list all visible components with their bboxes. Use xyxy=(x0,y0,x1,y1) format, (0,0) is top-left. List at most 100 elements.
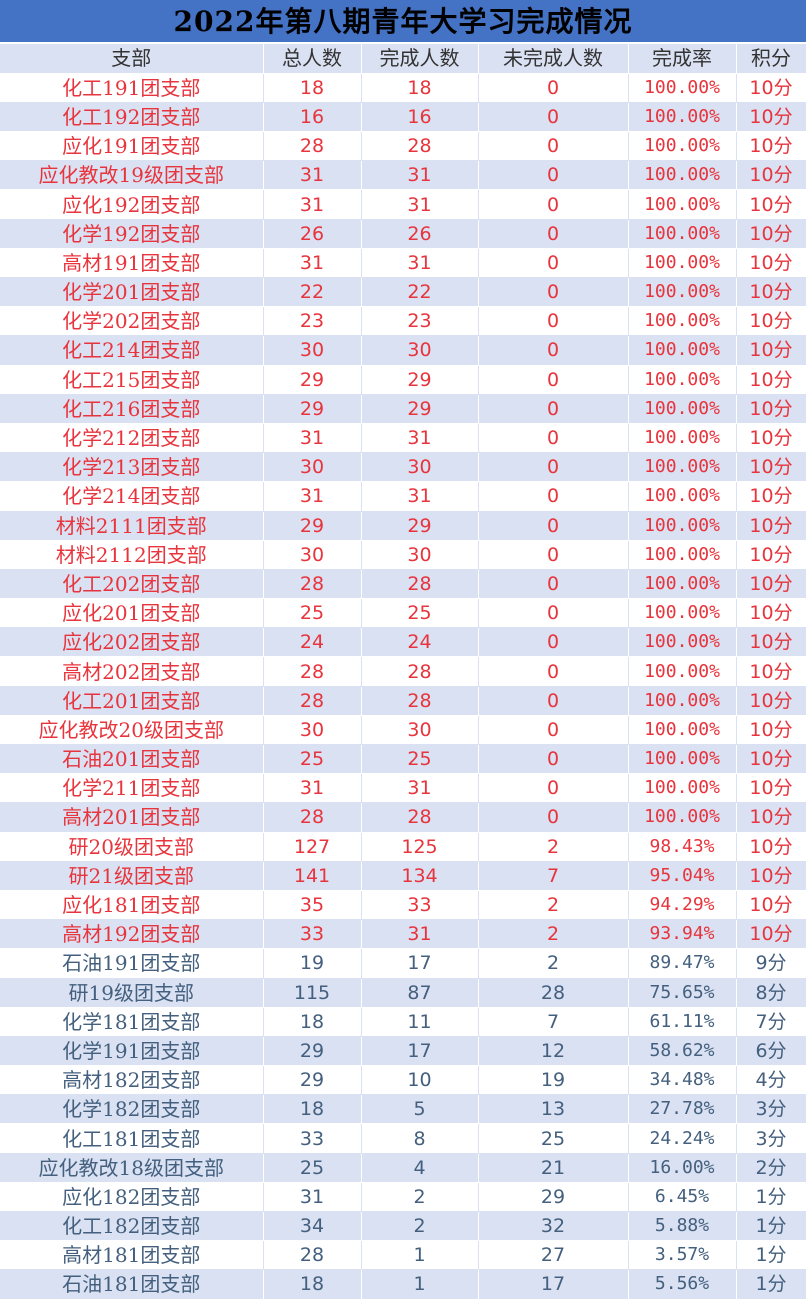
cell-completed: 28 xyxy=(361,569,479,600)
cell-total: 19 xyxy=(263,948,362,979)
cell-completed: 31 xyxy=(361,189,479,220)
cell-rate: 100.00% xyxy=(628,365,737,395)
cell-completed: 25 xyxy=(361,744,479,775)
cell-completed: 87 xyxy=(361,978,479,1008)
cell-branch: 化工214团支部 xyxy=(0,335,264,366)
cell-completed: 31 xyxy=(361,423,479,454)
cell-incomplete: 0 xyxy=(478,481,629,512)
table-row: 研20级团支部 127 125 2 98.43% 10分 xyxy=(0,832,806,862)
table-row: 化学182团支部 18 5 13 27.78% 3分 xyxy=(0,1094,806,1125)
cell-rate: 100.00% xyxy=(628,189,737,220)
cell-total: 28 xyxy=(263,802,362,833)
cell-branch: 石油201团支部 xyxy=(0,744,264,775)
cell-incomplete: 7 xyxy=(478,861,629,891)
cell-incomplete: 0 xyxy=(478,189,629,220)
cell-completed: 1 xyxy=(361,1269,479,1300)
table-row: 化工181团支部 33 8 25 24.24% 3分 xyxy=(0,1123,806,1154)
cell-incomplete: 28 xyxy=(478,978,629,1008)
cell-incomplete: 0 xyxy=(478,423,629,454)
cell-branch: 研21级团支部 xyxy=(0,861,264,891)
cell-total: 25 xyxy=(263,598,362,629)
table-row: 石油201团支部 25 25 0 100.00% 10分 xyxy=(0,744,806,775)
cell-total: 34 xyxy=(263,1211,362,1242)
cell-points: 7分 xyxy=(736,1007,806,1037)
cell-points: 10分 xyxy=(736,277,806,308)
cell-incomplete: 21 xyxy=(478,1153,629,1183)
cell-points: 10分 xyxy=(736,335,806,366)
cell-total: 29 xyxy=(263,365,362,395)
cell-rate: 94.29% xyxy=(628,890,737,921)
table-body: 化工191团支部 18 18 0 100.00% 10分 化工192团支部 16 16 0 100.… xyxy=(0,73,806,1300)
cell-points: 1分 xyxy=(736,1182,806,1213)
cell-total: 28 xyxy=(263,656,362,687)
cell-completed: 25 xyxy=(361,598,479,629)
cell-incomplete: 19 xyxy=(478,1065,629,1096)
cell-total: 29 xyxy=(263,511,362,541)
cell-total: 25 xyxy=(263,744,362,775)
cell-incomplete: 0 xyxy=(478,394,629,424)
cell-incomplete: 2 xyxy=(478,890,629,921)
cell-points: 3分 xyxy=(736,1123,806,1154)
table-row: 化学211团支部 31 31 0 100.00% 10分 xyxy=(0,773,806,804)
cell-points: 10分 xyxy=(736,832,806,862)
cell-rate: 100.00% xyxy=(628,248,737,279)
cell-points: 10分 xyxy=(736,686,806,716)
cell-incomplete: 0 xyxy=(478,452,629,483)
cell-incomplete: 0 xyxy=(478,511,629,541)
cell-total: 31 xyxy=(263,773,362,804)
cell-rate: 34.48% xyxy=(628,1065,737,1096)
cell-total: 22 xyxy=(263,277,362,308)
cell-branch: 化学213团支部 xyxy=(0,452,264,483)
cell-branch: 化工201团支部 xyxy=(0,686,264,716)
cell-completed: 17 xyxy=(361,948,479,979)
cell-completed: 30 xyxy=(361,335,479,366)
cell-points: 8分 xyxy=(736,978,806,1008)
cell-rate: 95.04% xyxy=(628,861,737,891)
cell-completed: 28 xyxy=(361,131,479,162)
cell-incomplete: 0 xyxy=(478,598,629,629)
cell-total: 31 xyxy=(263,248,362,279)
cell-rate: 6.45% xyxy=(628,1182,737,1213)
cell-branch: 化工215团支部 xyxy=(0,365,264,395)
cell-branch: 化学211团支部 xyxy=(0,773,264,804)
cell-branch: 应化201团支部 xyxy=(0,598,264,629)
cell-rate: 100.00% xyxy=(628,598,737,629)
cell-branch: 化工182团支部 xyxy=(0,1211,264,1242)
cell-incomplete: 0 xyxy=(478,365,629,395)
cell-incomplete: 0 xyxy=(478,686,629,716)
cell-total: 31 xyxy=(263,481,362,512)
cell-completed: 30 xyxy=(361,452,479,483)
cell-branch: 高材192团支部 xyxy=(0,919,264,950)
cell-rate: 100.00% xyxy=(628,160,737,191)
cell-points: 10分 xyxy=(736,306,806,337)
cell-rate: 58.62% xyxy=(628,1036,737,1067)
cell-incomplete: 2 xyxy=(478,919,629,950)
cell-branch: 高材201团支部 xyxy=(0,802,264,833)
cell-rate: 100.00% xyxy=(628,73,737,103)
cell-completed: 11 xyxy=(361,1007,479,1037)
cell-points: 10分 xyxy=(736,569,806,600)
cell-branch: 研19级团支部 xyxy=(0,978,264,1008)
cell-total: 18 xyxy=(263,1007,362,1037)
cell-branch: 高材181团支部 xyxy=(0,1240,264,1271)
cell-incomplete: 0 xyxy=(478,744,629,775)
cell-rate: 16.00% xyxy=(628,1153,737,1183)
cell-branch: 化学182团支部 xyxy=(0,1094,264,1125)
cell-rate: 5.88% xyxy=(628,1211,737,1242)
cell-completed: 5 xyxy=(361,1094,479,1125)
cell-branch: 化工191团支部 xyxy=(0,73,264,103)
table-row: 应化教改20级团支部 30 30 0 100.00% 10分 xyxy=(0,715,806,746)
cell-points: 10分 xyxy=(736,656,806,687)
cell-incomplete: 0 xyxy=(478,277,629,308)
cell-points: 6分 xyxy=(736,1036,806,1067)
cell-completed: 2 xyxy=(361,1182,479,1213)
table-row: 研21级团支部 141 134 7 95.04% 10分 xyxy=(0,861,806,891)
cell-incomplete: 7 xyxy=(478,1007,629,1037)
cell-points: 10分 xyxy=(736,802,806,833)
cell-incomplete: 2 xyxy=(478,832,629,862)
cell-completed: 28 xyxy=(361,802,479,833)
table-row: 应化181团支部 35 33 2 94.29% 10分 xyxy=(0,890,806,921)
cell-points: 10分 xyxy=(736,189,806,220)
cell-incomplete: 25 xyxy=(478,1123,629,1154)
cell-branch: 材料2111团支部 xyxy=(0,511,264,541)
